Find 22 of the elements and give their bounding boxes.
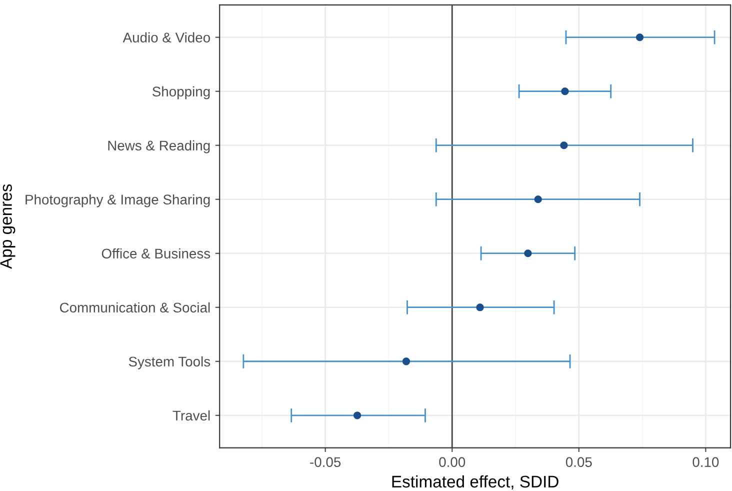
y-tick-label: News & Reading xyxy=(108,140,210,154)
x-tick-label: 0.00 xyxy=(439,457,466,468)
y-tick-label: System Tools xyxy=(128,356,210,370)
point xyxy=(524,250,532,258)
x-axis-title: Estimated effect, SDID xyxy=(392,475,558,490)
point xyxy=(636,33,644,42)
y-tick-label: Photography & Image Sharing xyxy=(26,194,210,208)
x-tick-label: -0.05 xyxy=(310,457,341,468)
x-tick-label: 0.05 xyxy=(566,457,592,468)
y-tick-label: Communication & Social xyxy=(60,302,210,313)
y-tick-label: Office & Business xyxy=(102,248,210,259)
point xyxy=(534,196,542,204)
y-tick-label: Audio & Video xyxy=(122,32,210,42)
y-tick-label: Shopping xyxy=(152,86,210,100)
point xyxy=(353,412,362,420)
point xyxy=(476,304,484,312)
y-axis-title: App genres xyxy=(0,184,16,269)
point xyxy=(402,358,410,366)
x-tick-label: 0.10 xyxy=(692,457,719,468)
point xyxy=(560,142,568,150)
y-tick-label: Travel xyxy=(172,410,210,421)
point xyxy=(561,88,569,96)
